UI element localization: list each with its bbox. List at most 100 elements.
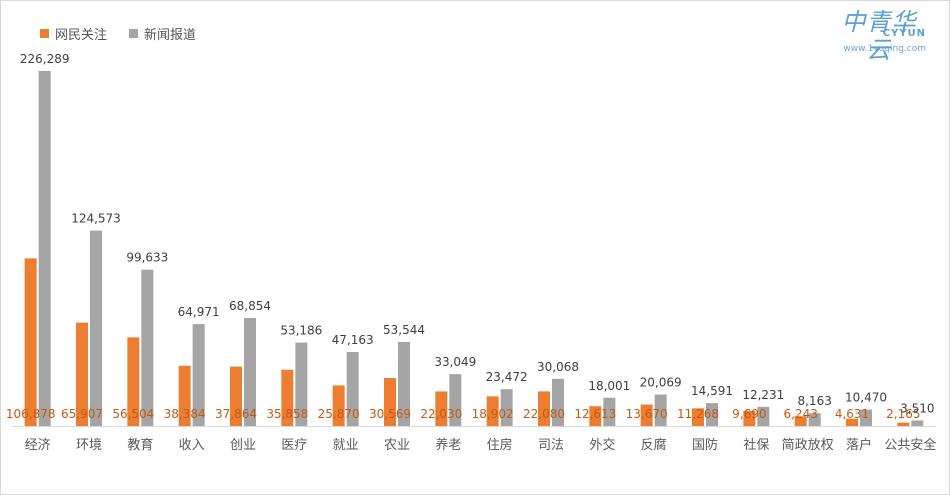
value-label-series1-7: 30,569	[369, 407, 411, 421]
brand-logo: 中青华云 CYYUN www.1yuqing.com	[832, 8, 927, 64]
bar-series1-15	[794, 416, 807, 426]
value-label-series1-13: 11,268	[677, 407, 719, 421]
value-label-series2-13: 14,591	[691, 384, 733, 398]
bar-series1-0	[24, 258, 37, 426]
bar-series2-13	[706, 403, 718, 426]
value-label-series1-17: 2,165	[886, 407, 920, 421]
bar-series2-16	[860, 409, 872, 426]
bar-series2-11	[603, 397, 616, 426]
logo-english: CYYUN	[882, 28, 926, 39]
bar-series2-3	[192, 324, 205, 426]
value-label-series2-16: 10,470	[845, 391, 887, 405]
value-label-series2-1: 124,573	[71, 212, 121, 226]
bar-series1-2	[127, 337, 140, 426]
bar-series1-4	[230, 366, 242, 426]
logo-url: www.1yuqing.com	[843, 44, 926, 54]
category-label-9: 住房	[487, 437, 513, 453]
value-label-series1-6: 25,870	[318, 407, 360, 421]
bar-series1-13	[692, 408, 704, 426]
value-label-series1-11: 12,613	[574, 407, 616, 421]
value-label-series1-9: 18,902	[472, 407, 514, 421]
category-label-8: 养老	[435, 437, 461, 453]
value-label-series1-2: 56,504	[112, 407, 154, 421]
category-label-2: 教育	[127, 437, 153, 453]
bar-series2-15	[808, 413, 821, 426]
value-label-series2-2: 99,633	[126, 251, 168, 265]
category-label-13: 国防	[692, 437, 718, 453]
value-label-series2-11: 18,001	[588, 379, 630, 393]
value-label-series1-3: 38,384	[164, 407, 206, 421]
bar-series1-10	[538, 391, 550, 426]
bar-series2-17	[911, 420, 924, 426]
category-label-14: 社保	[743, 437, 769, 453]
value-label-series2-10: 30,068	[537, 360, 579, 374]
bar-series1-6	[332, 385, 345, 426]
value-label-series1-4: 37,864	[215, 407, 257, 421]
value-label-series2-5: 53,186	[280, 324, 322, 338]
bar-series2-1	[90, 230, 102, 426]
bar-series2-5	[295, 342, 308, 426]
bar-series2-8	[449, 374, 462, 426]
bar-series2-14	[757, 406, 770, 426]
category-label-3: 收入	[179, 438, 205, 453]
value-label-series1-10: 22,080	[523, 407, 565, 421]
category-label-5: 医疗	[281, 438, 307, 453]
legend-item-series2: 新闻报道	[129, 24, 196, 43]
value-label-series2-9: 23,472	[486, 370, 528, 384]
bar-series1-11	[589, 406, 602, 426]
value-label-series2-3: 64,971	[178, 305, 220, 319]
legend: 网民关注 新闻报道	[40, 24, 196, 43]
legend-swatch-series1	[40, 29, 49, 38]
bar-series2-6	[346, 352, 359, 426]
category-label-7: 农业	[384, 438, 410, 453]
value-label-series1-5: 35,858	[266, 407, 308, 421]
category-label-6: 就业	[333, 438, 359, 453]
category-label-16: 落户	[846, 437, 872, 453]
bar-series1-16	[846, 418, 858, 426]
value-label-series2-12: 20,069	[640, 376, 682, 390]
bar-series1-1	[76, 322, 88, 426]
value-label-series2-4: 68,854	[229, 299, 271, 313]
value-label-series2-7: 53,544	[383, 323, 425, 337]
logo-text: 中青华云	[841, 8, 917, 64]
bar-series2-9	[500, 389, 513, 426]
bar-series2-10	[552, 378, 564, 426]
category-label-11: 外交	[589, 437, 615, 453]
bar-series2-4	[244, 317, 256, 426]
bar-series2-2	[141, 269, 154, 426]
category-label-15: 简政放权	[782, 437, 834, 453]
value-label-series1-16: 4,631	[835, 407, 869, 421]
bar-series2-0	[38, 71, 51, 426]
bar-series1-12	[640, 404, 653, 426]
bar-series2-7	[398, 342, 410, 426]
legend-label-series2: 新闻报道	[144, 28, 197, 43]
value-label-series2-8: 33,049	[434, 355, 476, 369]
value-label-series2-14: 12,231	[742, 388, 784, 402]
value-label-series1-15: 6,243	[783, 407, 817, 421]
category-label-10: 司法	[538, 438, 564, 453]
bar-series1-9	[486, 396, 499, 426]
category-label-4: 创业	[230, 438, 256, 453]
legend-swatch-series2	[129, 29, 139, 38]
legend-item-series1: 网民关注	[40, 24, 107, 43]
category-label-1: 环境	[76, 438, 102, 453]
value-label-series1-1: 65,907	[61, 407, 103, 421]
value-label-series2-17: 3,510	[900, 401, 934, 415]
value-label-series1-0: 106,878	[6, 407, 56, 421]
legend-label-series1: 网民关注	[55, 28, 108, 43]
category-label-0: 经济	[25, 438, 51, 453]
value-label-series2-15: 8,163	[797, 394, 831, 408]
value-label-series1-12: 13,670	[626, 407, 668, 421]
bar-series1-7	[384, 378, 396, 426]
value-label-series1-14: 9,690	[732, 407, 766, 421]
value-label-series2-6: 47,163	[332, 333, 374, 347]
bar-series1-5	[281, 369, 294, 426]
category-label-12: 反腐	[641, 438, 667, 453]
bar-series1-3	[178, 365, 191, 426]
value-label-series1-8: 22,030	[420, 407, 462, 421]
value-label-series2-0: 226,289	[20, 52, 70, 66]
bar-series1-17	[897, 422, 910, 426]
bar-series2-12	[654, 394, 667, 426]
bar-series1-8	[435, 391, 448, 426]
